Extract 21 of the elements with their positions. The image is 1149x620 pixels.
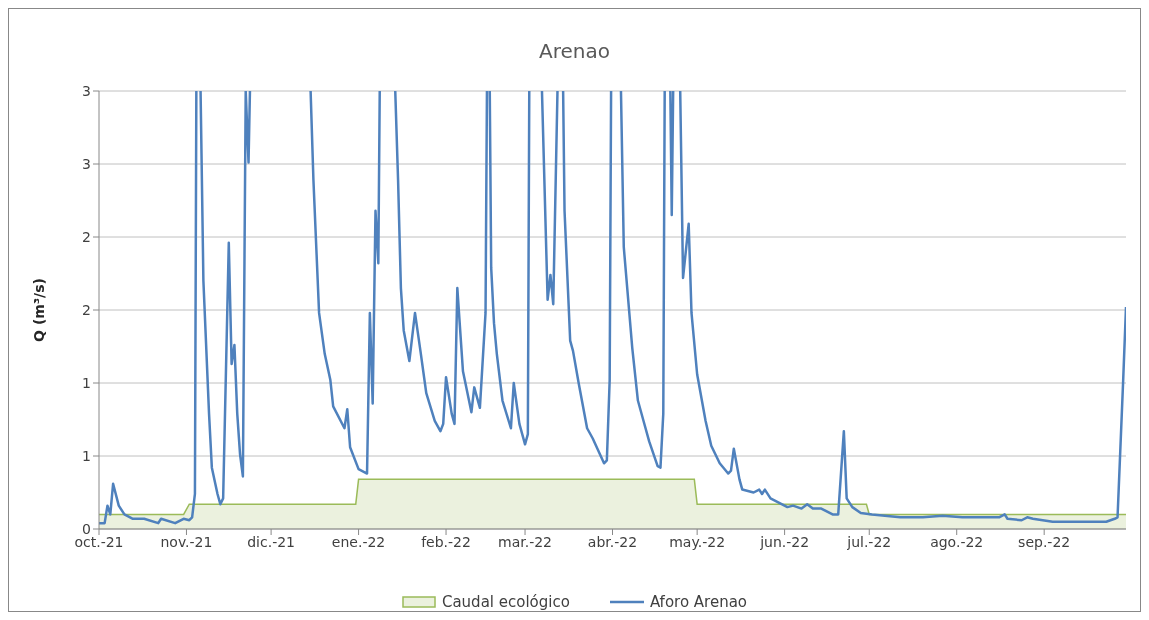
chart-title: Arenao xyxy=(538,38,611,65)
x-tick-label: abr.-22 xyxy=(587,533,638,550)
x-tick-label: sep.-22 xyxy=(1018,533,1071,550)
y-tick-label: 1 xyxy=(82,374,91,391)
x-tick-label: nov.-21 xyxy=(160,533,213,550)
x-tick-label: may.-22 xyxy=(669,533,726,550)
x-tick-label: feb.-22 xyxy=(421,533,471,550)
x-tick-label: ago.-22 xyxy=(930,533,984,550)
x-tick-label: jul.-22 xyxy=(846,533,892,550)
y-tick-label: 3 xyxy=(82,82,91,99)
y-tick-label: 3 xyxy=(82,155,91,172)
y-tick-label: 2 xyxy=(82,228,91,245)
x-tick-label: dic.-21 xyxy=(247,533,296,550)
x-tick-label: jun.-22 xyxy=(759,533,810,550)
y-tick-label: 2 xyxy=(82,301,91,318)
y-axis-title: Q (m³/s) xyxy=(30,278,47,342)
legend-label: Caudal ecológico xyxy=(441,593,570,611)
legend-label: Aforo Arenao xyxy=(649,593,748,611)
x-tick-label: ene.-22 xyxy=(331,533,386,550)
x-tick-label: mar.-22 xyxy=(498,533,553,550)
y-tick-label: 1 xyxy=(82,447,91,464)
